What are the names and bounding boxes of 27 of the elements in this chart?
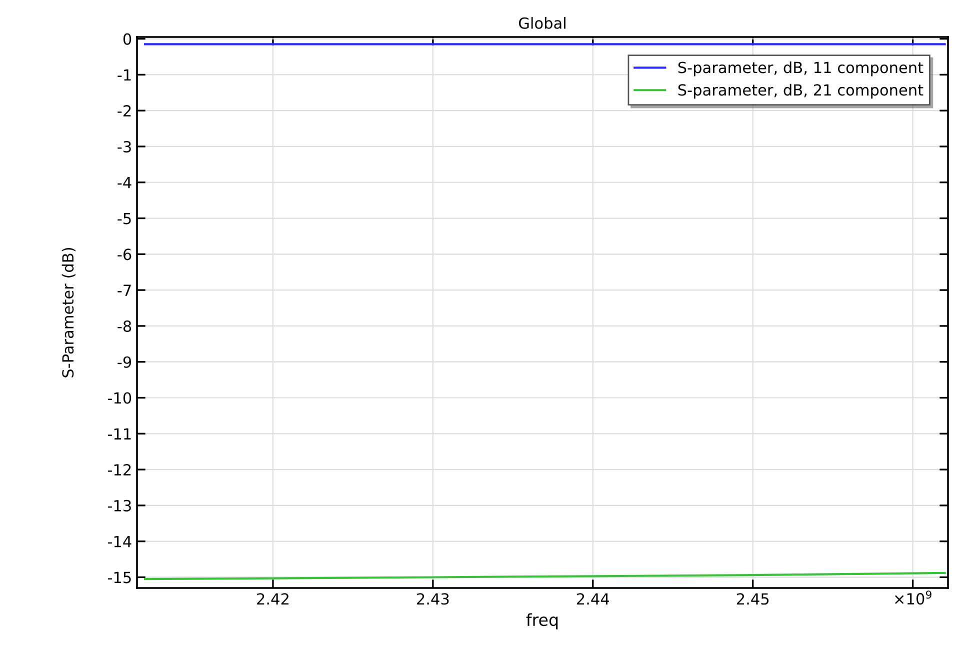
y-tick-label: -8: [118, 320, 132, 332]
chart-title: Global: [518, 17, 566, 29]
y-tick-label: -1: [118, 69, 131, 80]
legend-label: S-parameter, dB, 21 component: [678, 84, 924, 99]
y-tick-label: -4: [118, 177, 132, 188]
y-tick-label: -7: [118, 284, 131, 296]
y-tick-label: -14: [108, 536, 132, 548]
x-tick-label: ×10$^{9}$: [895, 590, 932, 605]
y-tick-label: -6: [118, 248, 132, 260]
y-tick-label: -13: [108, 500, 131, 512]
y-tick-label: -10: [108, 392, 132, 404]
line-series: [144, 572, 946, 580]
legend-label: S-parameter, dB, 11 component: [678, 61, 924, 76]
x-tick-label: 2.44: [577, 593, 610, 604]
y-tick-label: -2: [118, 105, 131, 116]
x-axis-title: freq: [526, 613, 558, 630]
y-tick-label: -11: [108, 428, 131, 440]
y-tick-label: -5: [118, 212, 131, 224]
y-tick-label: -9: [118, 356, 132, 368]
y-tick-label: -12: [108, 464, 131, 476]
y-tick-label: -3: [118, 140, 131, 153]
x-tick-label: 2.43: [417, 593, 449, 605]
x-tick-label: 2.42: [257, 593, 288, 604]
y-tick-label: 0: [123, 33, 132, 45]
x-tick-label: 2.45: [736, 593, 769, 605]
y-tick-label: -15: [108, 572, 131, 584]
y-axis-title: S-Parameter (dB): [62, 248, 76, 378]
